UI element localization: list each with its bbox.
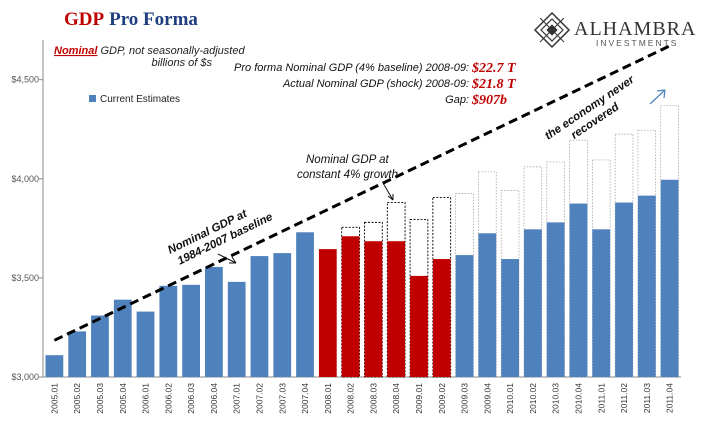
x-tick-label: 2006.01 [141,383,151,414]
x-tick-label: 2008.01 [323,383,333,414]
actual-bar [569,203,588,377]
x-tick-label: 2005.03 [95,383,105,414]
actual-bar [501,259,519,377]
actual-bar-shock [364,241,383,377]
brand-sub: INVESTMENTS [596,38,678,48]
baseline-arrow-head [229,256,237,264]
actual-bar [615,202,633,377]
actual-bar [296,232,314,377]
gap-value: $907b [471,93,507,108]
legend-label: Current Estimates [100,94,180,105]
x-tick-label: 2008.02 [346,383,356,414]
actual-bar [136,311,155,377]
x-tick-label: 2011.03 [642,383,652,413]
x-tick-label: 2005.04 [118,383,128,414]
pro-forma-value: $22.7 T [471,61,517,76]
x-tick-label: 2006.04 [209,383,219,414]
actual-bar-shock [387,241,406,377]
actual-bar [592,229,611,377]
actual-bar [637,195,656,377]
x-tick-label: 2010.04 [573,383,583,414]
x-tick-label: 2005.02 [72,383,82,414]
growth-arrow-head [387,194,394,201]
x-tick-label: 2011.02 [619,383,629,413]
y-tick-label: $3,500 [11,273,39,283]
baseline-arrow [217,253,237,264]
logo-emblem-icon [533,11,571,49]
bars [45,105,679,378]
x-tick-label: 2011.01 [596,383,606,413]
x-tick-label: 2007.01 [232,383,242,414]
subtitle-nominal: Nominal [54,45,98,57]
x-tick-label: 2010.02 [528,383,538,414]
x-tick-label: 2006.02 [163,383,173,414]
title-rest: Pro Forma [109,9,198,30]
actual-bar [182,284,200,377]
x-tick-label: 2008.03 [368,383,378,414]
baseline-trend-line [53,44,671,342]
trend-line-group [53,44,671,342]
actual-bar [227,281,246,377]
subtitle-line2: billions of $s [151,57,212,69]
alhambra-logo: ALHAMBRA INVESTMENTS [533,11,696,49]
actual-bar-shock [318,249,337,377]
x-tick-label: 2009.03 [460,383,470,414]
brand-name: ALHAMBRA [574,18,696,40]
actual-bar-shock [341,236,360,377]
actual-bar [45,355,64,377]
up-arrow-icon [649,89,666,105]
actual-bar [113,299,132,377]
actual-bar [660,179,679,377]
subtitle-line1: Nominal GDP, not seasonally-adjusted [54,45,245,57]
x-tick-label: 2007.03 [277,383,287,414]
actual-value: $21.8 T [471,77,517,92]
growth-label-1: Nominal GDP at [306,154,389,166]
growth-arrow [382,182,394,201]
chart-title: GDP Pro Forma [64,9,198,30]
x-tick-label: 2007.02 [254,383,264,414]
pro-forma-label: Pro forma Nominal GDP (4% baseline) 2008… [234,62,469,74]
x-tick-label: 2010.01 [505,383,515,414]
legend: Current Estimates [89,94,180,105]
actual-label: Actual Nominal GDP (shock) 2008-09: [282,78,469,90]
y-tick-label: $4,500 [11,75,39,85]
actual-bar [250,256,269,377]
actual-bar-shock [432,259,451,377]
x-tick-labels: 2005.01 2005.02 2005.03 2005.04 2006.01 2006.… [49,383,674,414]
legend-swatch [89,95,96,102]
x-tick-label: 2009.02 [437,383,447,414]
actual-bar [478,233,497,377]
actual-bar [68,331,87,377]
actual-bar [205,266,223,377]
actual-bar [91,315,109,377]
y-tick-label: $3,000 [11,372,39,382]
y-tick-label: $4,000 [11,174,39,184]
actual-bar [524,229,542,377]
x-tick-label: 2008.04 [391,383,401,414]
actual-bar [159,285,178,377]
x-tick-label: 2007.04 [300,383,310,414]
x-tick-label: 2009.01 [414,383,424,414]
x-tick-label: 2010.03 [551,383,561,414]
growth-label-2: constant 4% growth [297,169,398,181]
x-tick-label: 2011.04 [665,383,675,413]
gap-label: Gap: [445,94,469,106]
actual-bar [455,255,474,377]
actual-bar-shock [410,275,428,377]
x-tick-label: 2009.04 [482,383,492,414]
actual-bar [546,222,565,377]
x-tick-label: 2005.01 [49,383,59,414]
title-gdp: GDP [64,9,105,30]
x-tick-label: 2006.03 [186,383,196,414]
subtitle-rest: GDP, not seasonally-adjusted [97,45,245,57]
actual-bar [273,253,292,377]
